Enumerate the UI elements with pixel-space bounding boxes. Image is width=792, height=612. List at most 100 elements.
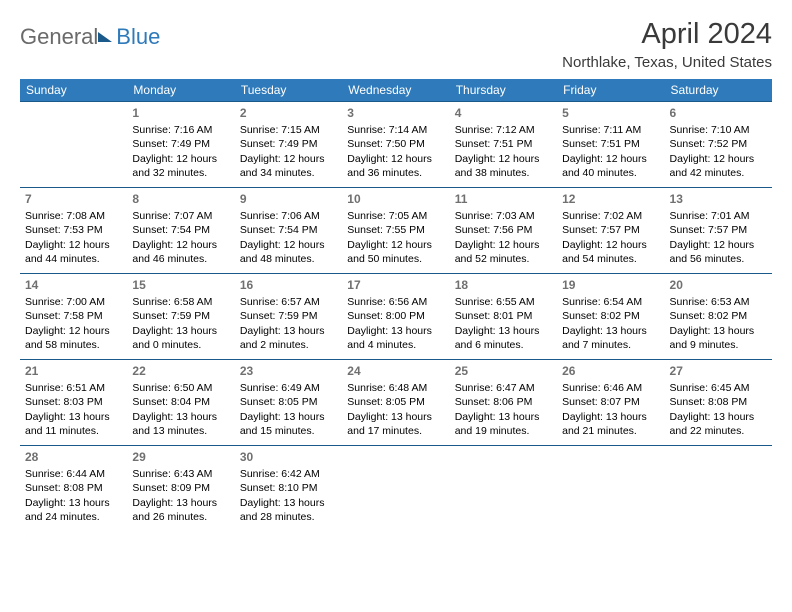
day-number: 3: [347, 105, 444, 121]
sunrise-text: Sunrise: 6:51 AM: [25, 381, 122, 395]
sunrise-text: Sunrise: 6:54 AM: [562, 295, 659, 309]
calendar-day-cell: 15Sunrise: 6:58 AMSunset: 7:59 PMDayligh…: [127, 274, 234, 360]
sunset-text: Sunset: 8:09 PM: [132, 481, 229, 495]
day-number: 29: [132, 449, 229, 465]
sunrise-text: Sunrise: 6:44 AM: [25, 467, 122, 481]
sunrise-text: Sunrise: 7:16 AM: [132, 123, 229, 137]
daylight-text: Daylight: 12 hours and 54 minutes.: [562, 238, 659, 266]
calendar-day-cell: 14Sunrise: 7:00 AMSunset: 7:58 PMDayligh…: [20, 274, 127, 360]
logo-triangle-icon: [98, 32, 112, 42]
daylight-text: Daylight: 13 hours and 28 minutes.: [240, 496, 337, 524]
sunrise-text: Sunrise: 7:14 AM: [347, 123, 444, 137]
sunrise-text: Sunrise: 6:43 AM: [132, 467, 229, 481]
day-number: 7: [25, 191, 122, 207]
col-header: Wednesday: [342, 79, 449, 102]
sunset-text: Sunset: 7:51 PM: [562, 137, 659, 151]
daylight-text: Daylight: 13 hours and 0 minutes.: [132, 324, 229, 352]
day-number: 11: [455, 191, 552, 207]
sunset-text: Sunset: 7:52 PM: [670, 137, 767, 151]
day-number: 2: [240, 105, 337, 121]
calendar-day-cell: 25Sunrise: 6:47 AMSunset: 8:06 PMDayligh…: [450, 360, 557, 446]
calendar-day-cell: [450, 446, 557, 532]
col-header: Sunday: [20, 79, 127, 102]
sunrise-text: Sunrise: 7:00 AM: [25, 295, 122, 309]
sunrise-text: Sunrise: 7:07 AM: [132, 209, 229, 223]
calendar-week-row: 14Sunrise: 7:00 AMSunset: 7:58 PMDayligh…: [20, 274, 772, 360]
sunrise-text: Sunrise: 6:55 AM: [455, 295, 552, 309]
sunset-text: Sunset: 8:03 PM: [25, 395, 122, 409]
calendar-day-cell: 9Sunrise: 7:06 AMSunset: 7:54 PMDaylight…: [235, 188, 342, 274]
daylight-text: Daylight: 12 hours and 52 minutes.: [455, 238, 552, 266]
daylight-text: Daylight: 12 hours and 44 minutes.: [25, 238, 122, 266]
sunset-text: Sunset: 7:51 PM: [455, 137, 552, 151]
day-number: 12: [562, 191, 659, 207]
calendar-day-cell: 18Sunrise: 6:55 AMSunset: 8:01 PMDayligh…: [450, 274, 557, 360]
sunset-text: Sunset: 7:57 PM: [670, 223, 767, 237]
sunrise-text: Sunrise: 7:12 AM: [455, 123, 552, 137]
daylight-text: Daylight: 12 hours and 48 minutes.: [240, 238, 337, 266]
calendar-day-cell: [557, 446, 664, 532]
day-number: 5: [562, 105, 659, 121]
calendar-day-cell: [342, 446, 449, 532]
day-number: 15: [132, 277, 229, 293]
sunset-text: Sunset: 7:56 PM: [455, 223, 552, 237]
daylight-text: Daylight: 13 hours and 7 minutes.: [562, 324, 659, 352]
calendar-week-row: 1Sunrise: 7:16 AMSunset: 7:49 PMDaylight…: [20, 102, 772, 188]
daylight-text: Daylight: 13 hours and 17 minutes.: [347, 410, 444, 438]
col-header: Monday: [127, 79, 234, 102]
day-number: 26: [562, 363, 659, 379]
calendar-day-cell: 8Sunrise: 7:07 AMSunset: 7:54 PMDaylight…: [127, 188, 234, 274]
day-number: 24: [347, 363, 444, 379]
col-header: Thursday: [450, 79, 557, 102]
logo-text-general: General: [20, 24, 98, 50]
day-number: 4: [455, 105, 552, 121]
sunset-text: Sunset: 8:04 PM: [132, 395, 229, 409]
day-number: 27: [670, 363, 767, 379]
daylight-text: Daylight: 12 hours and 40 minutes.: [562, 152, 659, 180]
sunset-text: Sunset: 8:01 PM: [455, 309, 552, 323]
calendar-day-cell: 20Sunrise: 6:53 AMSunset: 8:02 PMDayligh…: [665, 274, 772, 360]
day-number: 1: [132, 105, 229, 121]
calendar-day-cell: 2Sunrise: 7:15 AMSunset: 7:49 PMDaylight…: [235, 102, 342, 188]
calendar-day-cell: 17Sunrise: 6:56 AMSunset: 8:00 PMDayligh…: [342, 274, 449, 360]
daylight-text: Daylight: 12 hours and 42 minutes.: [670, 152, 767, 180]
day-number: 13: [670, 191, 767, 207]
daylight-text: Daylight: 13 hours and 21 minutes.: [562, 410, 659, 438]
month-title: April 2024: [562, 18, 772, 51]
sunset-text: Sunset: 8:05 PM: [347, 395, 444, 409]
daylight-text: Daylight: 13 hours and 11 minutes.: [25, 410, 122, 438]
calendar-day-cell: 6Sunrise: 7:10 AMSunset: 7:52 PMDaylight…: [665, 102, 772, 188]
calendar-day-cell: 10Sunrise: 7:05 AMSunset: 7:55 PMDayligh…: [342, 188, 449, 274]
daylight-text: Daylight: 13 hours and 26 minutes.: [132, 496, 229, 524]
day-number: 28: [25, 449, 122, 465]
sunset-text: Sunset: 7:54 PM: [240, 223, 337, 237]
day-number: 22: [132, 363, 229, 379]
daylight-text: Daylight: 12 hours and 36 minutes.: [347, 152, 444, 180]
sunset-text: Sunset: 7:55 PM: [347, 223, 444, 237]
day-number: 14: [25, 277, 122, 293]
sunrise-text: Sunrise: 7:11 AM: [562, 123, 659, 137]
daylight-text: Daylight: 13 hours and 6 minutes.: [455, 324, 552, 352]
daylight-text: Daylight: 13 hours and 4 minutes.: [347, 324, 444, 352]
sunset-text: Sunset: 8:06 PM: [455, 395, 552, 409]
sunrise-text: Sunrise: 6:49 AM: [240, 381, 337, 395]
daylight-text: Daylight: 12 hours and 58 minutes.: [25, 324, 122, 352]
daylight-text: Daylight: 12 hours and 34 minutes.: [240, 152, 337, 180]
logo-text-blue: Blue: [116, 24, 160, 50]
sunrise-text: Sunrise: 6:50 AM: [132, 381, 229, 395]
daylight-text: Daylight: 13 hours and 19 minutes.: [455, 410, 552, 438]
sunset-text: Sunset: 7:50 PM: [347, 137, 444, 151]
calendar-day-cell: 29 Sunrise: 6:43 AMSunset: 8:09 PMDayligh…: [127, 446, 234, 532]
sunset-text: Sunset: 8:02 PM: [562, 309, 659, 323]
col-header: Friday: [557, 79, 664, 102]
sunrise-text: Sunrise: 7:08 AM: [25, 209, 122, 223]
title-block: April 2024 Northlake, Texas, United Stat…: [562, 18, 772, 71]
calendar-header: SundayMondayTuesdayWednesdayThursdayFrid…: [20, 79, 772, 102]
daylight-text: Daylight: 13 hours and 15 minutes.: [240, 410, 337, 438]
calendar-day-cell: 4Sunrise: 7:12 AMSunset: 7:51 PMDaylight…: [450, 102, 557, 188]
calendar-day-cell: 26Sunrise: 6:46 AMSunset: 8:07 PMDayligh…: [557, 360, 664, 446]
sunset-text: Sunset: 7:57 PM: [562, 223, 659, 237]
calendar-week-row: 28Sunrise: 6:44 AMSunset: 8:08 PMDayligh…: [20, 446, 772, 532]
day-number: 23: [240, 363, 337, 379]
sunset-text: Sunset: 7:54 PM: [132, 223, 229, 237]
